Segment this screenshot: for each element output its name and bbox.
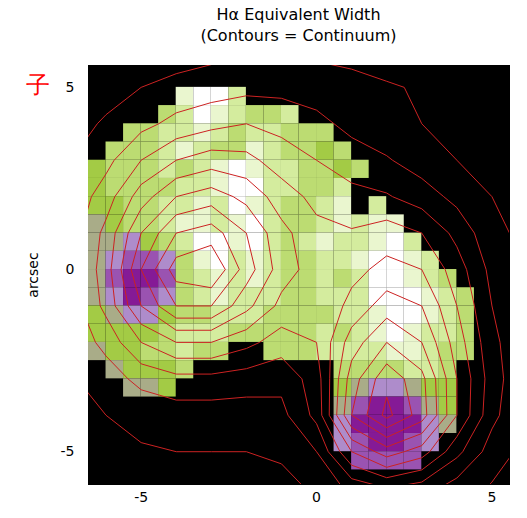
html-text:Hα Equivalent Width: Hα Equivalent Width xyxy=(216,5,381,24)
html-text:(Contours = Continuum): (Contours = Continuum) xyxy=(200,26,397,45)
html-text:子: 子 xyxy=(26,71,50,99)
svg-text:-5: -5 xyxy=(61,443,75,459)
svg-text:5: 5 xyxy=(487,489,496,505)
svg-text:0: 0 xyxy=(312,489,321,505)
svg-text:0: 0 xyxy=(66,261,75,277)
svg-text:arcsec: arcsec xyxy=(25,252,41,297)
svg-text:5: 5 xyxy=(66,79,75,95)
svg-text:-5: -5 xyxy=(134,489,148,505)
